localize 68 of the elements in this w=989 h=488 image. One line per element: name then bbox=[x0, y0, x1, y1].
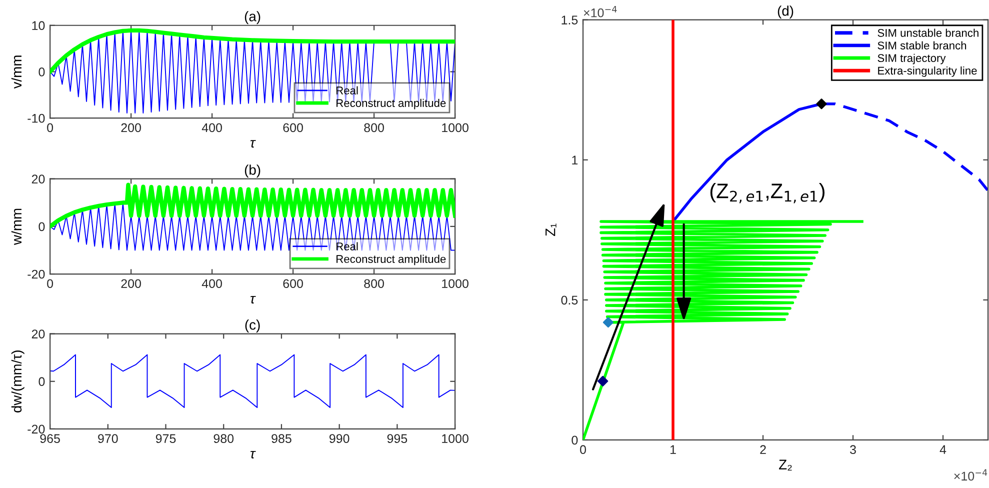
legend-label: SIM trajectory bbox=[878, 54, 946, 64]
x-tick-label: 970 bbox=[98, 434, 118, 443]
chart-title: (c) bbox=[245, 320, 260, 332]
line-series bbox=[50, 202, 456, 251]
y-tick-label: 0 bbox=[38, 222, 45, 232]
x-tick-label: 1 bbox=[670, 445, 676, 454]
x-tick-label: 200 bbox=[121, 123, 141, 132]
legend-label: SIM stable branch bbox=[878, 41, 966, 50]
x-tick-label: 800 bbox=[364, 123, 384, 132]
legend-label: SIM unstable branch bbox=[878, 28, 978, 37]
point bbox=[602, 317, 614, 328]
x-axis-title: τ bbox=[250, 450, 256, 458]
y-tick-label: 20 bbox=[32, 330, 45, 338]
x-tick-label: 800 bbox=[364, 279, 384, 288]
y-tick-label: -10 bbox=[28, 114, 45, 123]
point bbox=[816, 98, 827, 110]
y-tick-label: 10 bbox=[32, 21, 45, 30]
x-tick-label: 980 bbox=[214, 434, 234, 443]
x-tick-label: 1000 bbox=[442, 123, 468, 132]
text: ×10$^{−4}$ bbox=[954, 469, 988, 481]
legend-label: Real bbox=[336, 242, 358, 250]
x-tick-label: 1000 bbox=[442, 279, 468, 288]
x-tick-label: 200 bbox=[121, 279, 141, 288]
y-axis-title: dw/(mm/τ) bbox=[11, 350, 24, 412]
y-axis-title: v/mm bbox=[11, 56, 22, 89]
line-series bbox=[50, 354, 456, 408]
annotation: (Z$_{2,e1}$,Z$_{1,e1}$) bbox=[710, 183, 824, 204]
x-tick-label: 0 bbox=[47, 123, 54, 132]
point bbox=[598, 376, 608, 386]
x-tick-label: 600 bbox=[283, 279, 303, 288]
legend-label: Reconstruct amplitude bbox=[336, 98, 446, 110]
y-tick-label: -20 bbox=[28, 424, 45, 434]
x-tick-label: 4 bbox=[940, 445, 946, 454]
x-tick-label: 965 bbox=[40, 434, 60, 443]
text: ×10$^{−4}$ bbox=[584, 6, 617, 18]
x-tick-label: 995 bbox=[387, 434, 408, 443]
y-axis-title: w/mm bbox=[11, 208, 22, 245]
x-axis-title: Z₂ bbox=[779, 460, 792, 471]
legend-label: Reconstruct amplitude bbox=[336, 254, 446, 266]
x-tick-label: 0 bbox=[580, 445, 586, 454]
x-tick-label: 990 bbox=[329, 434, 350, 443]
y-tick-label: 0.5 bbox=[561, 296, 578, 305]
y-tick-label: -20 bbox=[28, 270, 45, 279]
chart-title: (d) bbox=[778, 6, 794, 19]
y-axis-title: Z₁ bbox=[546, 224, 556, 236]
x-tick-label: 0 bbox=[47, 279, 54, 288]
y-tick-label: 20 bbox=[32, 174, 45, 184]
x-tick-label: 2 bbox=[760, 445, 766, 454]
x-tick-label: 1000 bbox=[442, 434, 468, 443]
x-tick-label: 600 bbox=[283, 123, 303, 132]
line-series bbox=[583, 220, 864, 440]
y-tick-label: 1 bbox=[572, 156, 578, 164]
legend-label: Extra-singularity line bbox=[878, 66, 977, 77]
y-tick-label: 0 bbox=[38, 377, 45, 386]
y-tick-label: 1.5 bbox=[562, 16, 578, 24]
series-label: Real bbox=[336, 86, 358, 94]
x-tick-label: 975 bbox=[156, 434, 176, 443]
chart-title: (b) bbox=[244, 164, 260, 178]
x-tick-label: 985 bbox=[272, 434, 292, 443]
line-series bbox=[50, 182, 456, 229]
x-tick-label: 400 bbox=[202, 279, 222, 288]
x-axis-title: τ bbox=[250, 140, 256, 148]
x-tick-label: 400 bbox=[202, 123, 222, 132]
y-tick-label: 0 bbox=[38, 68, 45, 76]
x-tick-label: 3 bbox=[850, 445, 856, 454]
x-axis-title: τ bbox=[250, 296, 256, 304]
line-series bbox=[50, 28, 456, 74]
chart-title: (a) bbox=[244, 11, 260, 24]
